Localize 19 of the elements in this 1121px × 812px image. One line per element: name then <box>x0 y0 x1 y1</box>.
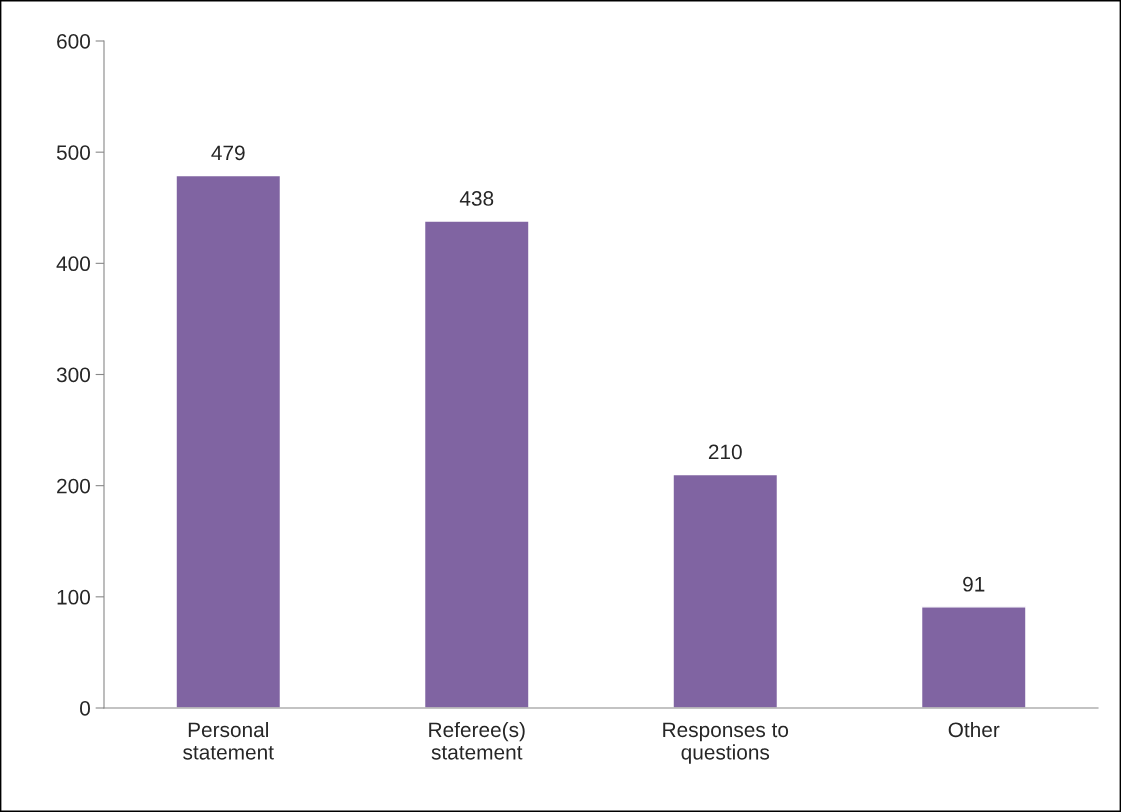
bar <box>920 606 1027 708</box>
y-tick-label: 200 <box>57 478 90 494</box>
y-tick-label: 100 <box>57 589 90 605</box>
y-tick-label: 500 <box>56 145 90 160</box>
bar <box>175 174 282 708</box>
data-label: 438 <box>459 191 494 206</box>
y-tick-label: 300 <box>56 367 90 383</box>
x-tick-label: Referee(s) statement <box>429 721 525 760</box>
y-tick-label: 600 <box>57 34 90 49</box>
data-label: 479 <box>211 145 245 161</box>
x-tick-label: Other <box>948 721 1000 738</box>
bar <box>672 473 779 708</box>
y-tick-label: 400 <box>56 256 90 272</box>
data-label: 210 <box>708 444 742 460</box>
x-tick-label: Responses to questions <box>663 722 789 764</box>
y-tick-label: 0 <box>80 701 90 716</box>
x-tick-label: Personal statement <box>183 721 274 760</box>
data-label: 91 <box>963 576 985 592</box>
bar <box>423 220 530 708</box>
